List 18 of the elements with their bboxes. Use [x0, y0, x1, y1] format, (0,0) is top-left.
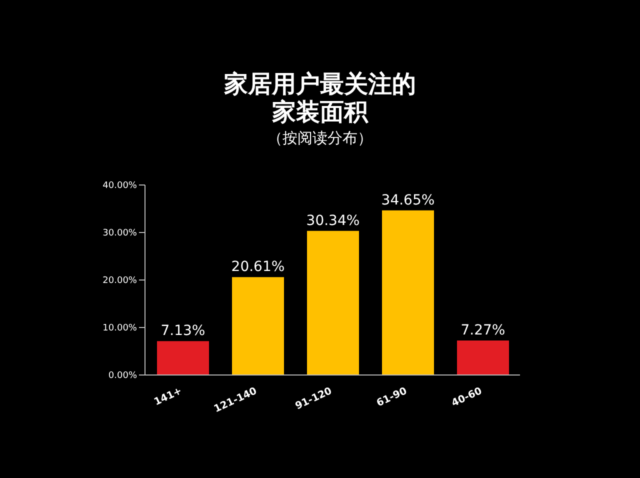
bar [232, 277, 284, 375]
chart-subtitle: （按阅读分布） [266, 128, 374, 149]
data-label: 20.61% [231, 259, 285, 276]
data-label: 7.13% [160, 323, 206, 340]
y-tick-label: 30.00% [102, 228, 138, 239]
x-tick-label: 141+ [152, 386, 184, 408]
data-label: 34.65% [381, 192, 435, 208]
y-tick-label: 20.00% [102, 276, 138, 286]
data-label: 30.34% [306, 212, 360, 229]
chart-title: 家居用户最关注的家装面积 [223, 70, 417, 126]
y-tick-label: 10.00% [102, 324, 138, 334]
bar [382, 210, 434, 375]
bar [157, 341, 209, 375]
y-tick-label: 40.00% [102, 181, 138, 192]
bar [307, 230, 359, 375]
y-tick-label: 0.00% [108, 371, 138, 382]
data-label: 7.27% [460, 322, 506, 338]
bar [457, 340, 509, 375]
